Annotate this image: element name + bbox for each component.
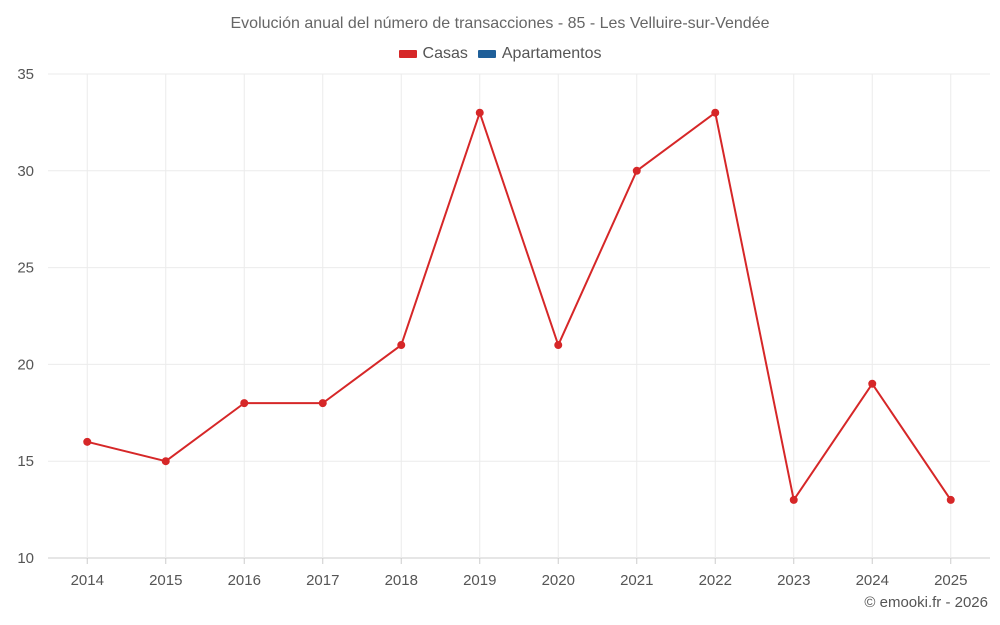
data-point-casas-2015 <box>161 457 170 466</box>
credit-text: © emooki.fr - 2026 <box>864 594 988 611</box>
x-tick-label-2015: 2015 <box>149 572 182 589</box>
data-point-casas-2022 <box>711 108 720 117</box>
legend-label-casas: Casas <box>422 45 468 62</box>
x-tick-label-2017: 2017 <box>306 572 339 589</box>
x-tick-label-2023: 2023 <box>777 572 810 589</box>
x-tick-label-2020: 2020 <box>542 572 575 589</box>
data-point-casas-2018 <box>397 341 406 350</box>
legend-swatch-apartamentos <box>477 50 496 58</box>
legend-label-apartamentos: Apartamentos <box>501 45 602 62</box>
x-tick-label-2022: 2022 <box>699 572 732 589</box>
x-tick-label-2021: 2021 <box>620 572 653 589</box>
data-point-casas-2020 <box>554 341 563 350</box>
data-point-casas-2021 <box>632 166 641 175</box>
data-point-casas-2023 <box>789 495 798 504</box>
y-tick-label-30: 30 <box>17 163 34 180</box>
x-tick-label-2014: 2014 <box>71 572 104 589</box>
y-tick-label-15: 15 <box>17 453 34 470</box>
x-tick-label-2018: 2018 <box>385 572 418 589</box>
chart-title: Evolución anual del número de transaccio… <box>230 15 770 32</box>
x-tick-label-2019: 2019 <box>463 572 496 589</box>
legend-item-casas[interactable]: Casas <box>398 45 468 63</box>
y-tick-label-20: 20 <box>17 356 34 373</box>
series-line-casas <box>87 111 952 501</box>
data-point-casas-2024 <box>868 379 877 388</box>
x-tick-label-2016: 2016 <box>228 572 261 589</box>
legend: Casas Apartamentos <box>0 45 1000 63</box>
y-tick-label-10: 10 <box>17 550 34 567</box>
data-point-casas-2016 <box>240 399 249 408</box>
x-tick-label-2024: 2024 <box>856 572 889 589</box>
data-point-casas-2017 <box>318 399 327 408</box>
y-tick-label-25: 25 <box>17 260 34 277</box>
x-tick-label-2025: 2025 <box>934 572 967 589</box>
legend-item-apartamentos[interactable]: Apartamentos <box>477 45 602 63</box>
data-point-casas-2019 <box>475 108 484 117</box>
data-point-casas-2025 <box>946 495 955 504</box>
data-point-casas-2014 <box>83 437 92 446</box>
legend-swatch-casas <box>398 50 417 58</box>
y-tick-label-35: 35 <box>17 66 34 83</box>
